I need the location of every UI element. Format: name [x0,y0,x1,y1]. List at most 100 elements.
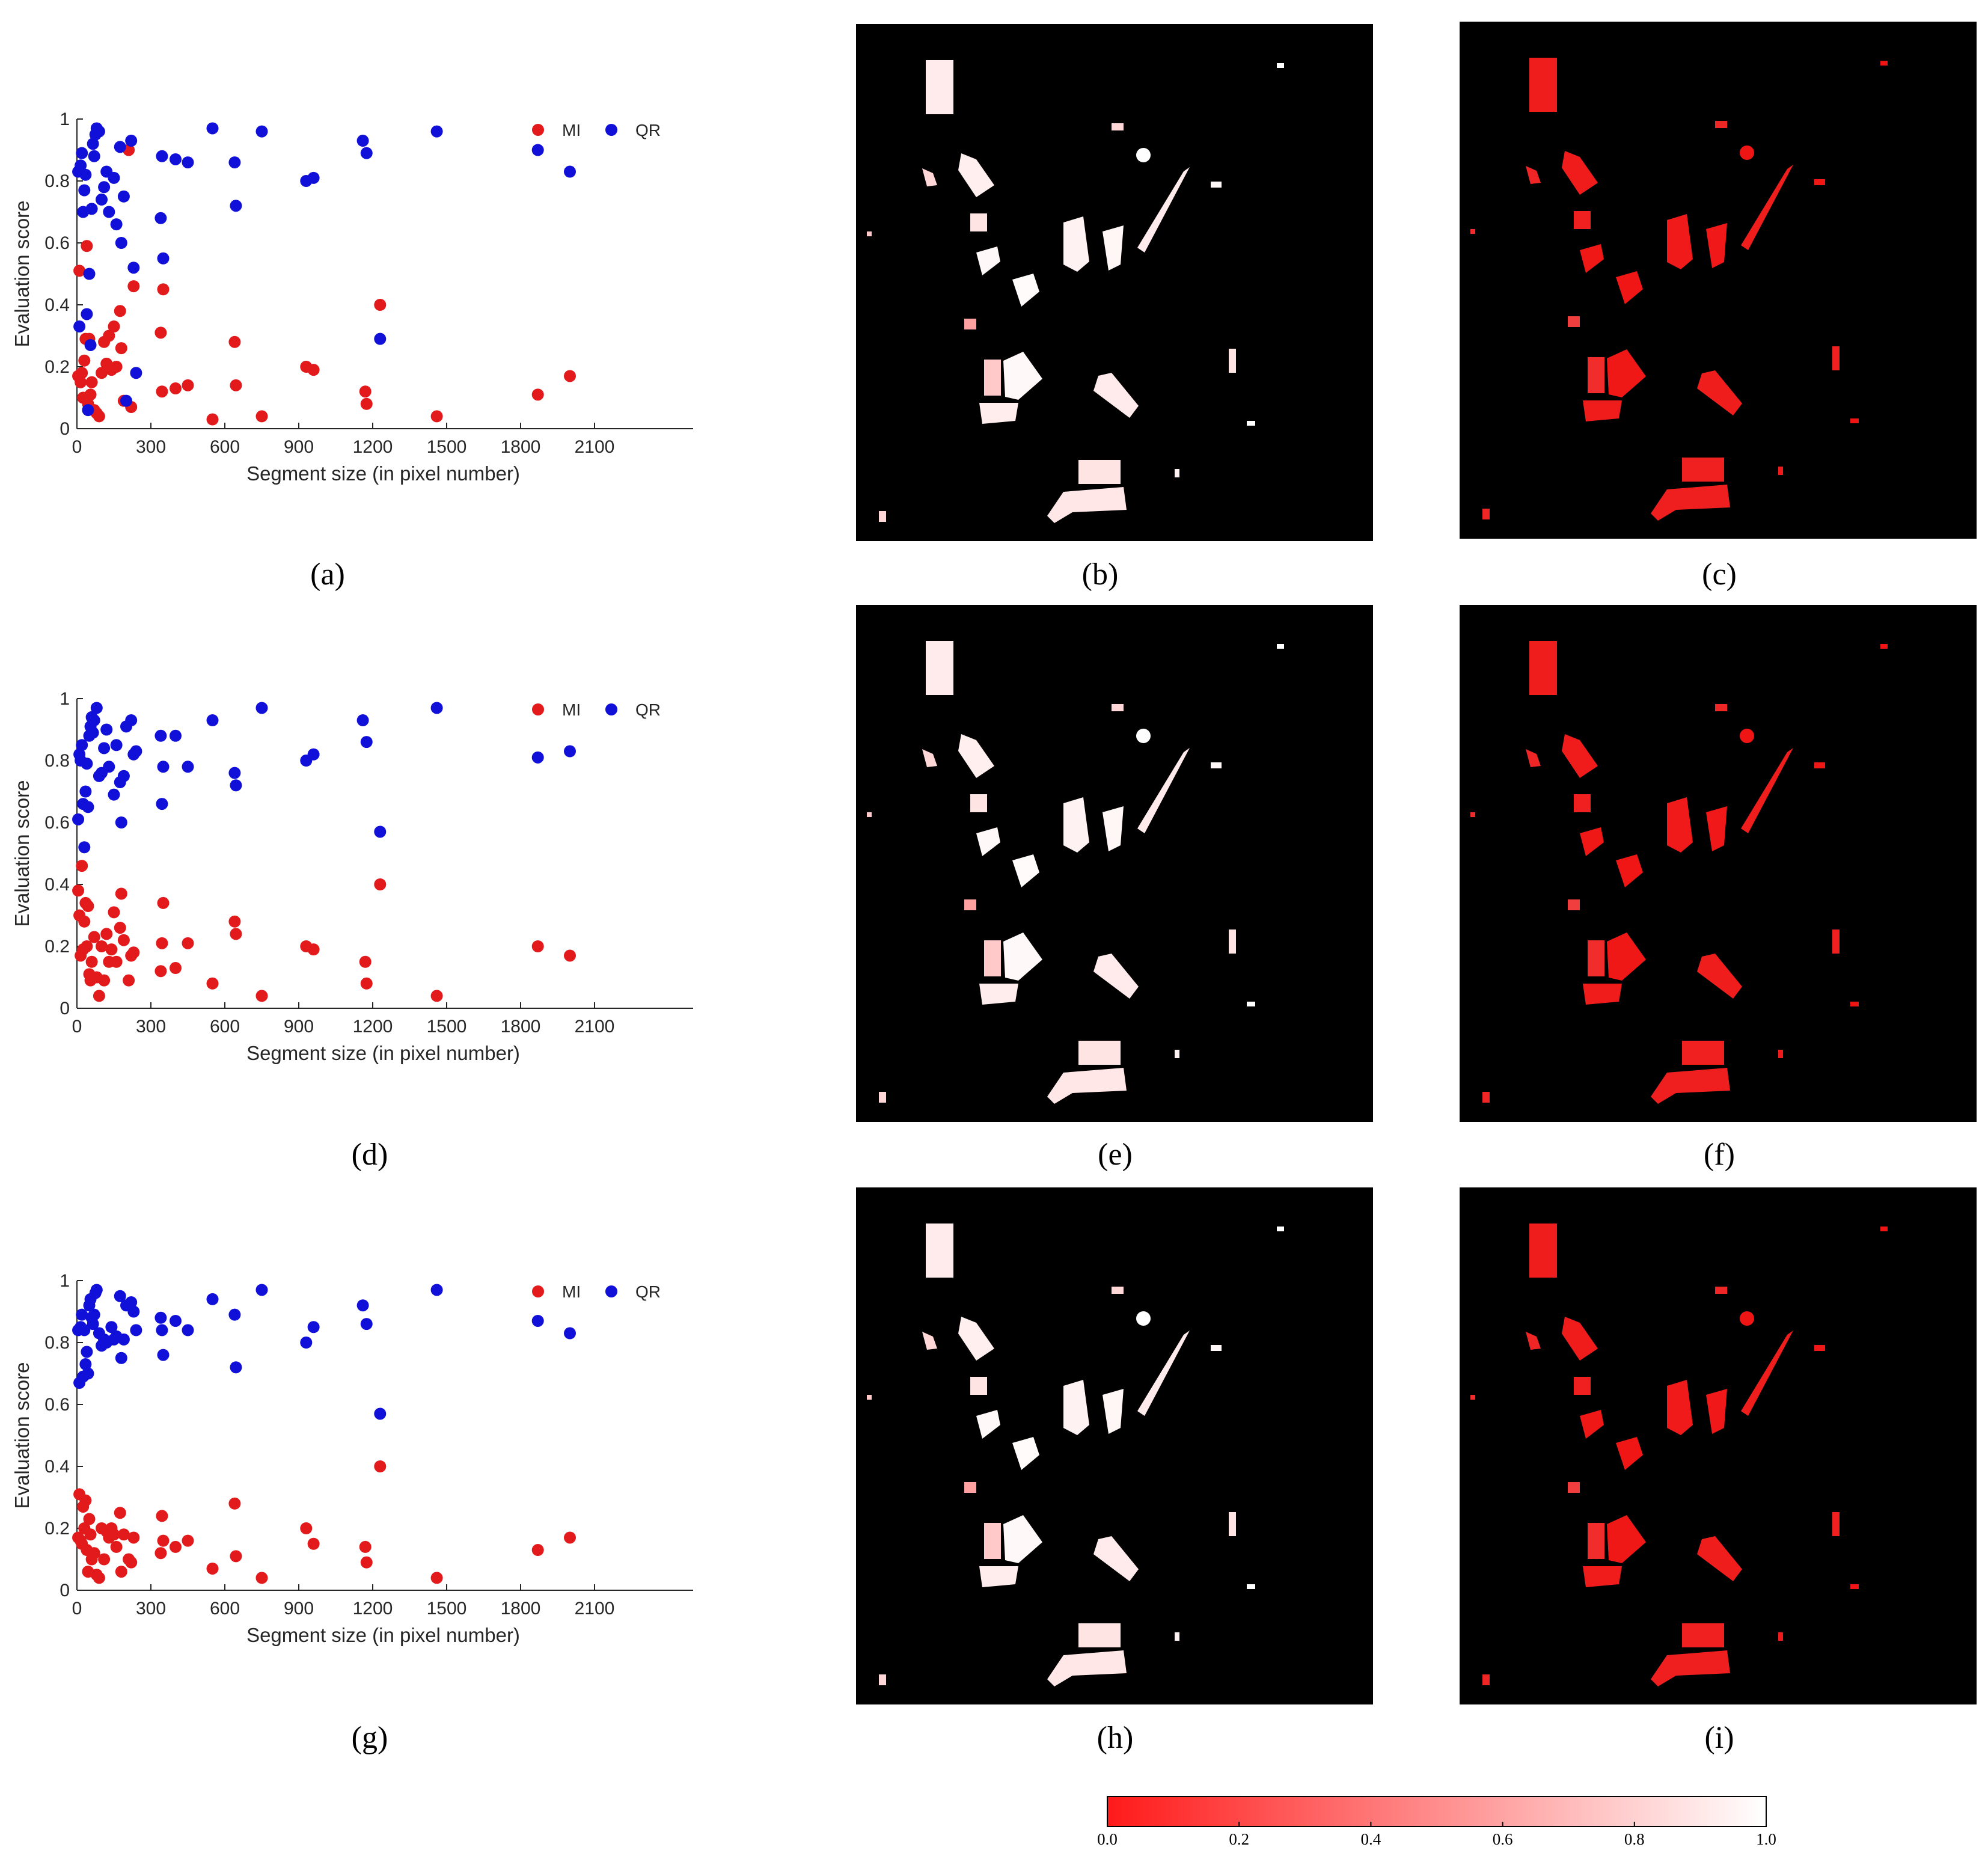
point-mi [108,1528,120,1541]
point-mi [84,388,97,401]
building-segment [1003,933,1042,981]
building-segment [1715,121,1727,128]
y-tick-label: 1 [60,689,70,709]
x-tick-label: 1500 [427,1017,467,1037]
point-qr [374,825,387,838]
y-tick-label: 0.4 [44,295,70,315]
building-segment [976,827,1000,856]
building-segment [1137,748,1190,833]
x-tick-label: 0 [72,1599,82,1619]
point-qr [75,159,87,172]
point-mi [374,299,387,311]
building-segment [1814,762,1825,768]
point-mi [78,915,91,928]
point-mi [156,1510,168,1522]
building-segment [1778,1632,1783,1641]
building-segment [1175,1632,1179,1641]
point-mi [157,896,170,909]
point-qr [82,801,94,813]
building-segment [1012,854,1039,887]
colorbar-tick-label: 0.6 [1493,1830,1513,1848]
segmentation-map-h [856,1187,1373,1704]
caption-h: (h) [1097,1721,1134,1755]
point-qr [117,1333,130,1346]
point-mi [125,1556,138,1569]
building-segment [1850,1584,1859,1589]
building-segment [926,641,953,695]
colorbar-tick-label: 0.8 [1624,1830,1645,1848]
point-qr [90,702,103,714]
point-qr [78,1324,91,1337]
point-mi [115,1566,127,1578]
x-tick-label: 300 [136,1599,166,1619]
x-tick-label: 0 [72,1017,82,1037]
point-mi [81,240,93,253]
point-qr [182,1324,194,1337]
point-qr [81,758,93,770]
point-qr [157,1349,170,1361]
point-qr [125,135,138,147]
point-qr [105,1321,118,1334]
point-mi [157,283,170,296]
x-tick-label: 300 [136,437,166,457]
point-mi [564,949,576,962]
point-mi [154,965,167,978]
building-segment [1529,58,1557,112]
point-qr [564,165,576,178]
point-qr [83,268,96,280]
point-mi [430,410,443,423]
point-mi [531,940,544,952]
point-mi [85,376,98,388]
building-segment [1588,940,1604,976]
building-segment [1616,854,1643,887]
building-segment [1470,812,1475,817]
x-tick-label: 1500 [427,437,467,457]
segmentation-map-e [856,605,1373,1122]
point-qr [564,745,576,758]
x-tick-label: 1200 [353,437,393,457]
point-qr [156,798,168,810]
point-qr [130,1324,142,1337]
point-mi [156,937,168,949]
point-mi [96,940,108,952]
point-qr [115,237,127,249]
point-qr [96,193,108,206]
x-tick-label: 1800 [501,437,541,457]
point-mi [230,1550,242,1563]
point-mi [127,946,140,959]
x-axis-label: Segment size (in pixel number) [246,462,520,485]
building-segment [979,984,1018,1005]
point-qr [130,367,142,379]
building-segment [976,247,1000,275]
y-tick-label: 1 [60,109,70,129]
y-tick-label: 0.2 [44,357,70,377]
point-qr [230,1361,242,1374]
point-mi [85,955,98,968]
building-segment [1136,729,1151,743]
building-segment [1136,1311,1151,1326]
colorbar-gradient [1107,1796,1767,1827]
building-segment [1562,1317,1598,1361]
series-mi [72,1460,576,1584]
building-segment [1063,797,1089,853]
x-tick-label: 2100 [575,1599,615,1619]
building-segment [976,1410,1000,1439]
point-mi [206,413,219,426]
point-qr [90,1284,103,1296]
building-segment [1529,1224,1557,1278]
y-axis-label: Evaluation score [11,1362,33,1509]
building-segment [1832,346,1840,370]
colorbar-tick-label: 0.0 [1097,1830,1118,1848]
building-segment [1574,794,1591,812]
point-mi [359,385,372,398]
building-segment [1832,1512,1840,1536]
point-qr [182,156,194,169]
point-qr [117,770,130,782]
series-mi [72,144,576,426]
x-tick-label: 1800 [501,1017,541,1037]
point-mi [154,1547,167,1560]
legend-label-qr: QR [635,700,661,719]
building-segment [1568,316,1580,327]
point-qr [84,338,97,351]
caption-e: (e) [1098,1138,1133,1172]
